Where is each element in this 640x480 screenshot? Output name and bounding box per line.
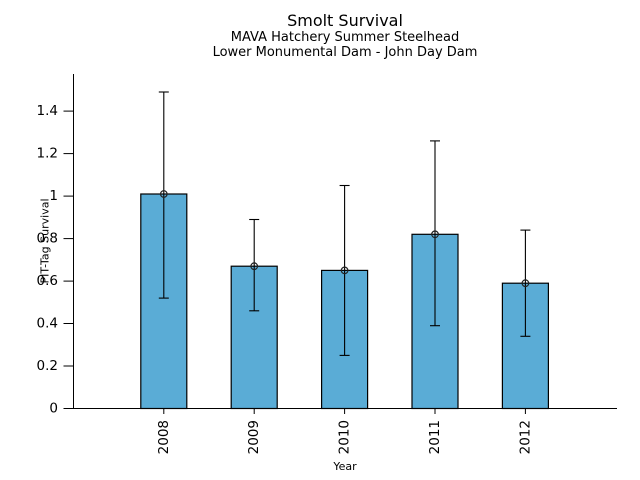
point-marker-2008	[159, 190, 168, 198]
x-tick-label-2009: 2009	[246, 420, 262, 454]
point-marker-2012	[521, 279, 530, 288]
y-tick-label-0.6: 0.6	[37, 273, 58, 289]
y-tick-label-0: 0	[49, 401, 58, 417]
point-marker-2011	[431, 230, 439, 239]
x-tick-label-2011: 2011	[427, 420, 443, 454]
x-tick-label-2008: 2008	[156, 420, 172, 454]
point-marker-2010	[340, 266, 349, 275]
chart-title: Smolt Survival	[287, 11, 403, 30]
chart-subtitle-line-2: Lower Monumental Dam - John Day Dam	[212, 44, 478, 60]
x-tick-label-2012: 2012	[517, 420, 533, 454]
title-block: Smolt Survival MAVA Hatchery Summer Stee…	[73, 11, 617, 60]
y-axis-title: PIT-Tag Survival	[39, 198, 52, 283]
y-tick-label-1.4: 1.4	[37, 103, 58, 119]
x-tick-label-2010: 2010	[337, 420, 353, 454]
y-tick-label-0.8: 0.8	[37, 231, 58, 247]
point-marker-2009	[250, 262, 259, 271]
y-tick-label-1: 1	[49, 188, 58, 204]
y-tick-label-1.2: 1.2	[37, 146, 58, 162]
chart-subtitle-line-1: MAVA Hatchery Summer Steelhead	[230, 30, 460, 45]
y-tick-label-0.2: 0.2	[37, 358, 58, 374]
x-axis-title: Year	[332, 460, 357, 473]
y-tick-label-0.4: 0.4	[37, 316, 58, 332]
